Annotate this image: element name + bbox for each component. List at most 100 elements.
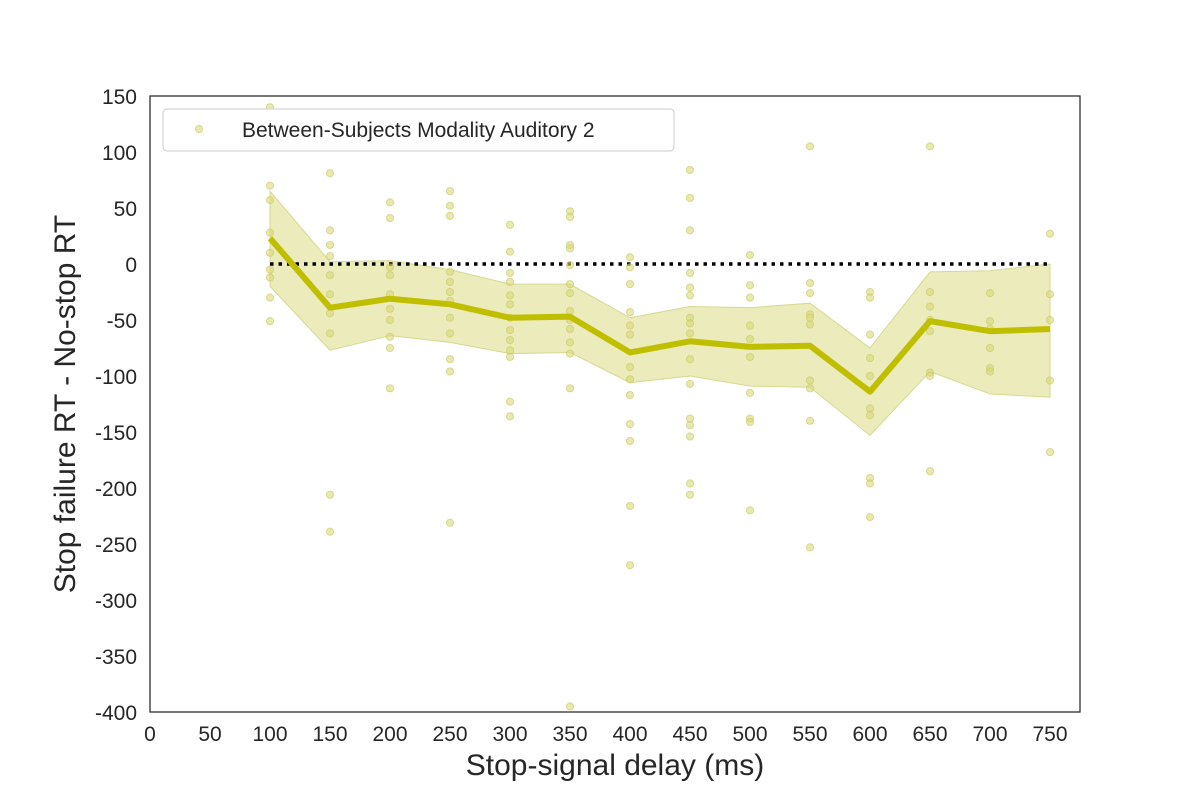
data-point — [385, 271, 395, 280]
legend-frame — [162, 108, 675, 152]
data-point — [745, 250, 755, 260]
data-point — [265, 181, 275, 190]
data-point — [505, 268, 515, 278]
data-point — [505, 325, 515, 335]
data-point — [745, 334, 755, 344]
y-tick-label: 50 — [114, 198, 137, 221]
data-point — [565, 338, 575, 347]
data-point — [565, 349, 575, 358]
y-tick-label: 150 — [102, 86, 137, 109]
x-tick-label: 550 — [792, 723, 827, 746]
data-point — [565, 384, 575, 393]
confidence-band-layer — [269, 189, 1051, 437]
data-point — [565, 244, 575, 253]
plot-frame — [149, 95, 1081, 713]
y-tick-label: 0 — [125, 254, 137, 277]
data-point — [505, 220, 515, 229]
data-point — [325, 290, 335, 299]
data-point — [805, 376, 815, 385]
data-point — [565, 289, 575, 298]
data-point — [445, 313, 455, 322]
data-point — [265, 293, 275, 302]
data-point — [685, 355, 695, 364]
mean-line — [267, 236, 1051, 395]
data-point — [325, 226, 335, 235]
data-point — [445, 287, 455, 297]
data-point — [505, 346, 515, 355]
data-point — [505, 277, 515, 287]
data-point — [865, 513, 875, 522]
data-point — [625, 253, 635, 262]
data-point — [925, 327, 935, 336]
data-point — [265, 248, 275, 257]
data-point — [265, 228, 275, 237]
y-tick-label: -350 — [95, 646, 137, 669]
data-point — [805, 278, 815, 288]
y-tick-label: -50 — [107, 310, 137, 333]
data-point — [625, 390, 635, 400]
data-point — [385, 332, 395, 341]
data-point — [685, 414, 695, 423]
data-point — [505, 291, 515, 300]
data-point — [325, 252, 335, 261]
x-tick-label: 150 — [312, 723, 347, 746]
data-point — [745, 388, 755, 397]
x-tick-label: 200 — [372, 723, 407, 746]
data-point — [445, 329, 455, 338]
data-point — [745, 506, 755, 515]
confidence-band — [269, 189, 1051, 437]
data-point — [565, 261, 575, 270]
data-point — [445, 201, 455, 210]
data-point — [685, 479, 695, 488]
data-point — [385, 263, 395, 272]
data-point — [445, 518, 455, 527]
x-axis-title: Stop-signal delay (ms) — [466, 749, 764, 782]
data-point — [685, 283, 695, 292]
y-tick-label: -250 — [95, 534, 137, 557]
data-point — [625, 263, 635, 272]
data-point — [925, 302, 935, 311]
data-point — [985, 289, 995, 298]
data-point — [805, 313, 815, 322]
x-tick-label: 500 — [732, 723, 767, 746]
x-tick-label: 100 — [252, 723, 287, 746]
y-axis-title: Stop failure RT - No-stop RT — [49, 215, 82, 594]
data-point — [745, 352, 755, 362]
data-point — [625, 362, 635, 372]
data-point — [685, 379, 695, 388]
data-point — [685, 268, 695, 278]
data-point — [685, 193, 695, 203]
data-point — [385, 315, 395, 325]
data-point — [565, 280, 575, 289]
data-point — [1045, 315, 1055, 325]
data-point — [445, 367, 455, 376]
data-point — [385, 198, 395, 207]
data-point — [985, 317, 995, 326]
data-point — [265, 273, 275, 282]
data-point — [1045, 290, 1055, 299]
data-point — [745, 281, 755, 290]
x-tick-label: 650 — [912, 723, 947, 746]
data-point — [445, 277, 455, 287]
scatter-points-layer — [265, 103, 1055, 711]
data-point — [745, 293, 755, 302]
data-point — [685, 432, 695, 441]
data-point — [865, 371, 875, 381]
data-point — [625, 375, 635, 384]
data-point — [985, 367, 995, 376]
x-tick-labels: 0 50 100 150 200 250 300 350 400 450 500 550 600 650 7… — [144, 723, 1067, 746]
data-point — [445, 267, 455, 276]
data-point — [325, 527, 335, 536]
data-point — [925, 287, 935, 297]
y-tick-label: -200 — [95, 478, 137, 501]
data-point — [625, 436, 635, 446]
data-point — [625, 308, 635, 317]
data-point — [745, 417, 755, 427]
data-point — [325, 329, 335, 338]
data-point — [865, 411, 875, 420]
data-point — [685, 421, 695, 430]
data-point — [685, 329, 695, 338]
data-point — [745, 321, 755, 330]
data-point — [565, 212, 575, 222]
